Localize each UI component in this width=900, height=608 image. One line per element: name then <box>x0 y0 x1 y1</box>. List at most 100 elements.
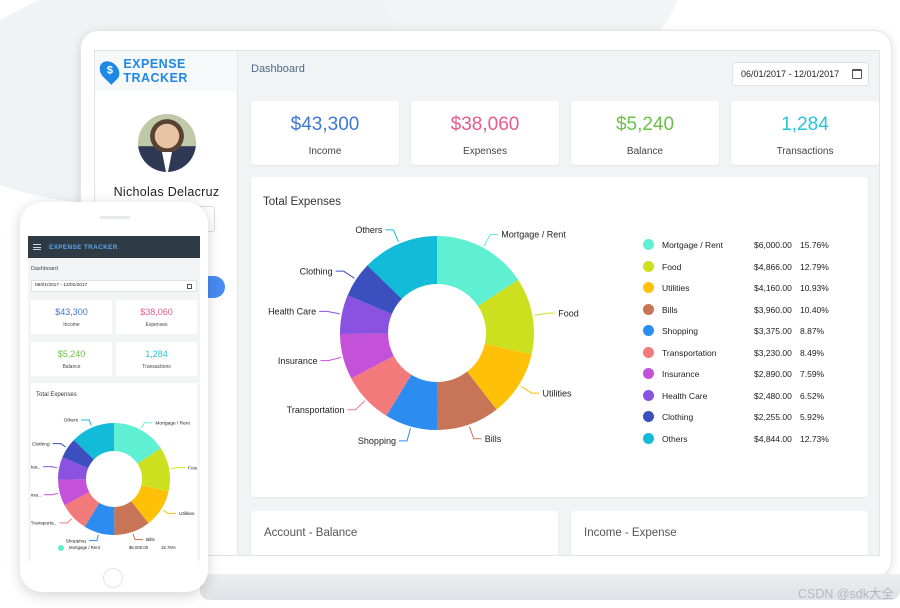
account-balance-card[interactable]: Account - Balance <box>251 511 558 555</box>
phone-slice-health-care[interactable] <box>58 457 89 480</box>
phone-slice-food[interactable] <box>137 448 170 492</box>
date-range-picker[interactable]: 06/01/2017 - 12/01/2017 <box>732 62 869 86</box>
phone-total-expenses-panel: Total Expenses Mortgage / Rent Food Utilit… <box>31 383 197 561</box>
calendar-icon <box>187 284 192 289</box>
stat-card-balance[interactable]: $5,240 Balance <box>571 101 719 165</box>
legend-swatch <box>643 239 654 250</box>
legend-row[interactable]: Insurance $2,890.00 7.59% <box>643 368 843 382</box>
legend-pct: 15.76% <box>161 545 176 550</box>
phone-stat-transactions[interactable]: 1,284 Transactions <box>116 342 197 376</box>
legend-row[interactable]: Food $4,866.00 12.79% <box>643 260 843 275</box>
slice-transportation[interactable] <box>351 355 412 416</box>
slice-food[interactable] <box>477 279 534 355</box>
legend-row[interactable]: Mortgage / Rent $6,000.00 15.76% <box>643 239 843 253</box>
label-leader <box>319 310 340 315</box>
stat-card-expenses[interactable]: $38,060 Expenses <box>411 101 559 165</box>
legend-name: Shopping <box>662 326 698 336</box>
slice-utilities[interactable] <box>467 343 532 410</box>
phone-stat-balance[interactable]: $5,240 Balance <box>31 342 112 376</box>
brand[interactable]: $ EXPENSE TRACKER <box>95 51 237 91</box>
legend-pct: 6.52% <box>800 390 825 401</box>
slice-bills[interactable] <box>437 371 497 430</box>
slice-label: Others <box>355 225 383 235</box>
phone-speaker <box>100 216 130 219</box>
legend-swatch <box>643 368 654 379</box>
legend-amount: $6,000.00 <box>129 545 149 550</box>
legend-name: Utilities <box>662 283 690 293</box>
legend-swatch <box>643 303 654 315</box>
phone-slice-label: Utilities <box>179 511 195 517</box>
watermark: CSDN @sdk大全 <box>797 587 894 601</box>
stat-value: $38,060 <box>450 114 520 135</box>
phone-screen: EXPENSE TRACKER Dashboard 06/01/2017 - 1… <box>28 236 200 561</box>
phone-breadcrumb[interactable]: Dashboard <box>31 266 58 272</box>
phone-slice-label: Food <box>188 465 197 471</box>
legend-row[interactable]: Clothing $2,255.00 5.92% <box>643 411 843 425</box>
income-expense-card[interactable]: Income - Expense <box>571 511 868 555</box>
legend-row[interactable]: Bills $3,960.00 10.40% <box>643 303 843 318</box>
avatar[interactable] <box>138 114 196 172</box>
stat-label: Income <box>63 322 80 328</box>
breadcrumb[interactable]: Dashboard <box>251 63 305 75</box>
legend-amount: $6,000.00 <box>754 240 792 250</box>
phone-slice-transportation[interactable] <box>64 492 100 527</box>
stat-card-transactions[interactable]: 1,284 Transactions <box>731 101 879 165</box>
legend-name: Others <box>662 433 688 444</box>
phone-slice-shopping[interactable] <box>84 502 115 535</box>
slice-mortgage-rent[interactable] <box>437 236 519 307</box>
phone-slice-others[interactable] <box>73 423 114 460</box>
phone-label-leader <box>141 422 153 429</box>
stat-value: $43,300 <box>290 114 360 135</box>
label-leader <box>347 400 366 411</box>
legend-row[interactable]: Utilities $4,160.00 10.93% <box>643 282 843 296</box>
slice-health-care[interactable] <box>340 295 392 335</box>
desktop-screen: $ EXPENSE TRACKER Nicholas Delacruz Dash… <box>94 50 880 556</box>
slice-clothing[interactable] <box>347 265 402 314</box>
phone-stat-income[interactable]: $43,300 Income <box>31 300 112 334</box>
legend-pct: 12.79% <box>800 261 829 272</box>
slice-others[interactable] <box>367 236 437 299</box>
slice-insurance[interactable] <box>340 333 394 379</box>
legend-amount: $2,890.00 <box>754 369 792 379</box>
phone-date-range-picker[interactable]: 06/01/2017 - 12/01/2017 <box>31 280 197 292</box>
legend-row[interactable]: Health Care $2,480.00 6.52% <box>643 389 843 404</box>
legend-name: Transportation <box>662 347 717 358</box>
phone-label-leader <box>59 518 73 524</box>
phone-legend-row[interactable]: Mortgage / Rent $6,000.00 15.76% <box>58 544 198 552</box>
phone-label-leader <box>170 467 185 470</box>
slice-label: Transportation <box>287 405 345 415</box>
total-expenses-panel: Total Expenses Mortgage / Rent Food Utilit… <box>251 177 868 497</box>
phone-stat-expenses[interactable]: $38,060 Expenses <box>116 300 197 334</box>
stat-value: $5,240 <box>615 114 675 135</box>
legend-amount: $4,866.00 <box>754 261 792 272</box>
label-leader <box>520 385 540 394</box>
phone-slice-utilities[interactable] <box>131 485 169 524</box>
slice-shopping[interactable] <box>386 374 438 430</box>
stat-card-income[interactable]: $43,300 Income <box>251 101 399 165</box>
phone-slice-bills[interactable] <box>114 501 149 535</box>
phone-slice-clothing[interactable] <box>62 439 94 469</box>
legend-swatch <box>643 325 654 336</box>
phone-slice-mortgage-rent[interactable] <box>114 423 161 464</box>
phone-slice-label: Insu.. <box>31 492 41 498</box>
phone-topbar: EXPENSE TRACKER <box>28 236 200 258</box>
legend-row[interactable]: Transportation $3,230.00 8.49% <box>643 346 843 361</box>
legend-row[interactable]: Shopping $3,375.00 8.87% <box>643 325 843 339</box>
legend-row[interactable]: Others $4,844.00 12.73% <box>643 432 843 447</box>
legend-amount: $2,255.00 <box>754 412 792 422</box>
panel-title: Total Expenses <box>36 392 77 398</box>
phone-slice-label: Shopping <box>66 538 87 543</box>
card-title: Income - Expense <box>584 527 677 539</box>
stat-value: $43,300 <box>55 307 88 317</box>
menu-icon[interactable] <box>33 244 41 250</box>
panel-title: Total Expenses <box>263 196 341 208</box>
legend-amount: $4,844.00 <box>754 433 792 444</box>
phone-slice-label: Others <box>64 418 79 424</box>
legend-swatch <box>643 282 654 293</box>
phone-slice-label: Clothing <box>32 441 50 447</box>
sidebar-button[interactable] <box>207 276 225 298</box>
phone-slice-insurance[interactable] <box>58 479 90 506</box>
home-button[interactable] <box>103 568 123 588</box>
user-name: Nicholas Delacruz <box>113 185 220 199</box>
stat-value: $5,240 <box>57 349 86 359</box>
